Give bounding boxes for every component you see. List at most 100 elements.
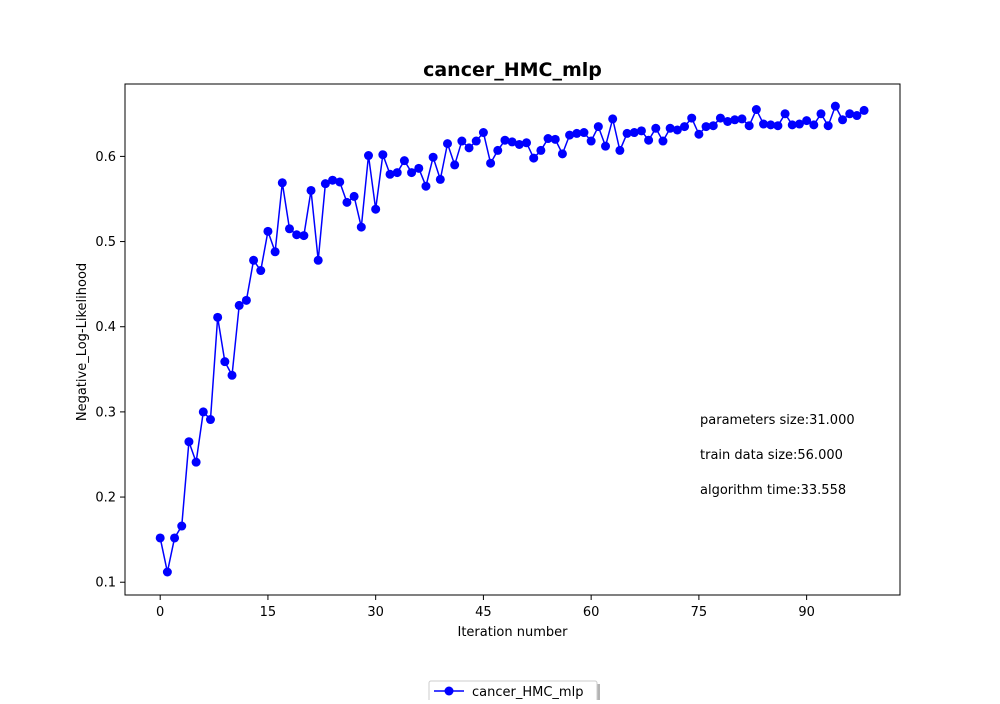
data-point (356, 222, 366, 232)
data-point (328, 175, 338, 185)
y-tick-label: 0.6 (95, 150, 116, 165)
data-point (536, 145, 546, 155)
data-point (579, 128, 589, 138)
data-point (385, 169, 395, 179)
data-point (335, 177, 345, 187)
data-point (486, 158, 496, 168)
data-point (263, 226, 273, 236)
data-point (392, 168, 402, 178)
x-tick-label: 15 (260, 605, 277, 620)
data-point (751, 105, 761, 115)
data-point (701, 122, 711, 132)
data-point (299, 231, 309, 241)
data-point (644, 135, 654, 145)
data-point (234, 300, 244, 310)
data-point (407, 168, 417, 178)
data-point (464, 143, 474, 153)
data-point (780, 109, 790, 119)
data-point (162, 567, 172, 577)
x-axis-label: Iteration number (457, 625, 568, 640)
annotations: parameters size:31.000 train data size:5… (700, 413, 855, 498)
data-point (457, 136, 467, 146)
data-point (759, 119, 769, 129)
data-point (737, 114, 747, 124)
data-point (809, 120, 819, 130)
data-point (830, 101, 840, 111)
data-point (478, 128, 488, 138)
x-axis: 0 15 30 45 60 75 90 (156, 595, 815, 620)
data-point (313, 255, 323, 265)
data-point (198, 407, 208, 417)
annotation-algorithm-time: algorithm time:33.558 (700, 483, 846, 498)
data-point (205, 415, 215, 425)
data-point (550, 134, 560, 144)
data-point (500, 135, 510, 145)
data-point (608, 114, 618, 124)
y-tick-label: 0.5 (95, 235, 116, 250)
data-point (859, 105, 869, 115)
data-point (665, 123, 675, 133)
data-point (450, 160, 460, 170)
data-point (838, 115, 848, 125)
data-point (565, 130, 575, 140)
data-point (371, 204, 381, 214)
data-point (170, 533, 180, 543)
data-point (794, 119, 804, 129)
y-tick-label: 0.1 (95, 576, 116, 591)
data-point (249, 255, 259, 265)
data-point (629, 128, 639, 138)
legend-marker-sample (444, 686, 454, 696)
data-point (277, 178, 287, 188)
data-point (730, 115, 740, 125)
annotation-parameters-size: parameters size:31.000 (700, 413, 855, 428)
data-point (601, 141, 611, 151)
data-point (349, 191, 359, 201)
data-point (651, 123, 661, 133)
data-point (593, 122, 603, 132)
data-point (723, 116, 733, 126)
data-point (306, 185, 316, 195)
data-point (378, 150, 388, 160)
data-point (802, 116, 812, 126)
data-point (658, 136, 668, 146)
data-point (615, 145, 625, 155)
x-tick-label: 60 (583, 605, 600, 620)
legend: cancer_HMC_mlp (428, 680, 600, 704)
x-tick-label: 45 (475, 605, 492, 620)
data-point (816, 109, 826, 119)
data-point (493, 145, 503, 155)
data-point (184, 437, 194, 447)
data-point (284, 224, 294, 234)
data-point (292, 230, 302, 240)
data-point (680, 122, 690, 132)
data-point (572, 128, 582, 138)
data-point (227, 370, 237, 380)
data-point (543, 134, 553, 144)
data-point (414, 163, 424, 173)
data-point (435, 174, 445, 184)
x-tick-label: 90 (798, 605, 815, 620)
data-point (845, 109, 855, 119)
data-point (522, 138, 532, 148)
annotation-train-data-size: train data size:56.000 (700, 448, 843, 463)
data-point (320, 179, 330, 189)
legend-entry-label: cancer_HMC_mlp (472, 685, 583, 700)
data-point (363, 151, 373, 161)
data-point (191, 457, 201, 467)
y-tick-label: 0.2 (95, 491, 116, 506)
data-point (787, 120, 797, 130)
x-tick-label: 75 (691, 605, 708, 620)
data-point (399, 156, 409, 166)
data-point (715, 113, 725, 123)
plot-frame (124, 83, 901, 596)
chart-title: cancer_HMC_mlp (423, 59, 602, 81)
data-point (636, 126, 646, 136)
data-point (766, 120, 776, 130)
data-point (421, 181, 431, 191)
y-tick-label: 0.4 (95, 320, 116, 335)
data-point (823, 121, 833, 131)
data-point (270, 247, 280, 257)
data-point (586, 136, 596, 146)
